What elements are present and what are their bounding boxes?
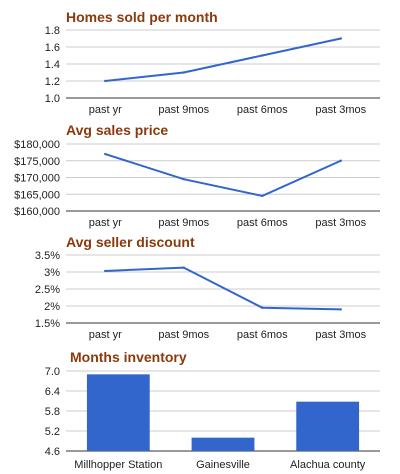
- y-tick-label: 1.5%: [35, 318, 60, 330]
- y-tick-label: 5.8: [45, 406, 60, 418]
- bar: [191, 437, 255, 451]
- data-point: [104, 152, 107, 156]
- x-tick-label: past yr: [89, 104, 122, 116]
- data-point: [182, 266, 185, 269]
- x-tick-label: past 6mos: [237, 104, 288, 116]
- y-tick-label: 1.2: [45, 76, 60, 88]
- y-tick-label: $165,000: [14, 189, 60, 201]
- y-tick-label: 1.8: [45, 25, 60, 37]
- y-tick-label: 3.5%: [35, 250, 60, 262]
- bar: [296, 401, 360, 451]
- chart-title: Homes sold per month: [66, 9, 218, 25]
- x-tick-label: past 3mos: [315, 329, 366, 341]
- y-tick-label: 2%: [44, 301, 60, 313]
- y-tick-label: $180,000: [14, 139, 60, 151]
- y-tick-label: 3%: [44, 267, 60, 279]
- chart-title: Avg sales price: [66, 122, 168, 138]
- y-tick-label: 7.0: [45, 366, 60, 378]
- data-point: [339, 37, 342, 40]
- y-tick-label: $160,000: [14, 206, 60, 218]
- data-point: [104, 79, 107, 83]
- y-tick-label: 5.2: [45, 426, 60, 438]
- series-line: [105, 266, 341, 311]
- x-tick-label: past 6mos: [237, 217, 288, 229]
- data-point: [339, 308, 342, 311]
- x-tick-label: Alachua county: [290, 459, 366, 471]
- y-tick-label: $175,000: [14, 156, 60, 168]
- series-line: [105, 37, 341, 82]
- data-point: [182, 177, 185, 181]
- x-tick-label: past yr: [89, 217, 122, 229]
- x-tick-label: past 9mos: [158, 217, 209, 229]
- x-tick-label: Gainesville: [196, 459, 250, 471]
- series-line: [104, 153, 342, 197]
- data-point: [182, 71, 185, 74]
- chart-panel-3: Avg seller discount 1.5% 2% 2.5% 3% 3.5% past …: [35, 234, 380, 341]
- y-tick-label: 1.6: [45, 42, 60, 54]
- y-tick-label: 1.0: [45, 93, 60, 105]
- bar: [86, 374, 150, 451]
- x-tick-label: past 3mos: [315, 104, 366, 116]
- y-tick-label: 6.4: [45, 386, 60, 398]
- x-tick-label: past 3mos: [315, 217, 366, 229]
- x-tick-label: Millhopper Station: [74, 459, 162, 471]
- data-point: [104, 269, 107, 273]
- data-point: [261, 306, 264, 309]
- y-tick-label: 2.5%: [35, 284, 60, 296]
- chart-title: Avg seller discount: [66, 234, 195, 250]
- x-tick-label: past 9mos: [158, 329, 209, 341]
- chart-title: Months inventory: [70, 349, 187, 365]
- x-tick-label: past 6mos: [237, 329, 288, 341]
- y-tick-label: $170,000: [14, 173, 60, 185]
- data-point: [261, 54, 264, 57]
- chart-panel-1: Homes sold per month 1.0 1.2 1.4 1.6 1.8 past …: [45, 9, 380, 116]
- y-tick-label: 4.6: [45, 446, 60, 458]
- x-tick-label: past yr: [89, 329, 122, 341]
- data-point: [339, 159, 342, 162]
- x-tick-label: past 9mos: [158, 104, 209, 116]
- chart-panel-2: Avg sales price $160,000 $165,000 $170,000 $…: [14, 122, 380, 229]
- data-point: [261, 194, 264, 198]
- chart-panel-4: Months inventory 4.6 5.2 5.8 6.4 7.0 Millhoppe…: [45, 349, 380, 471]
- y-tick-label: 1.4: [45, 59, 60, 71]
